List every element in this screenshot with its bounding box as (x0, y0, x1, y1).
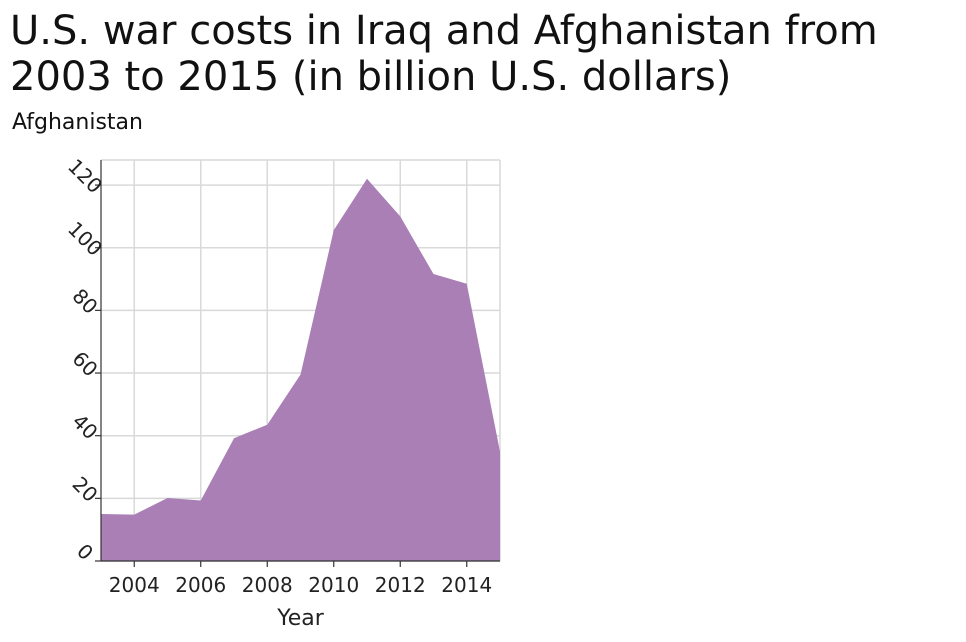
x-axis-ticks: 2004 2006 2008 2010 2012 2014 (109, 561, 492, 597)
y-tick-label: 20 (68, 472, 103, 507)
y-tick-label: 60 (68, 346, 103, 381)
chart-title: U.S. war costs in Iraq and Afghanistan f… (10, 8, 960, 100)
x-tick-label: 2012 (375, 573, 426, 597)
y-axis-title: Afghanistan (12, 110, 143, 135)
y-tick-label: 0 (72, 539, 98, 565)
chart-title-line-2: 2003 to 2015 (in billion U.S. dollars) (10, 54, 732, 100)
x-tick-label: 2006 (175, 573, 226, 597)
area-fill (101, 178, 500, 561)
chart-title-line-1: U.S. war costs in Iraq and Afghanistan f… (10, 8, 878, 54)
x-tick-label: 2004 (109, 573, 160, 597)
y-tick-label: 80 (68, 284, 103, 319)
area-series (100, 178, 501, 561)
x-tick-label: 2010 (308, 573, 359, 597)
axes (100, 160, 500, 562)
y-tick-label: 40 (68, 409, 103, 444)
x-axis-title: Year (276, 606, 325, 631)
x-tick-label: 2008 (242, 573, 293, 597)
x-tick-label: 2014 (441, 573, 492, 597)
